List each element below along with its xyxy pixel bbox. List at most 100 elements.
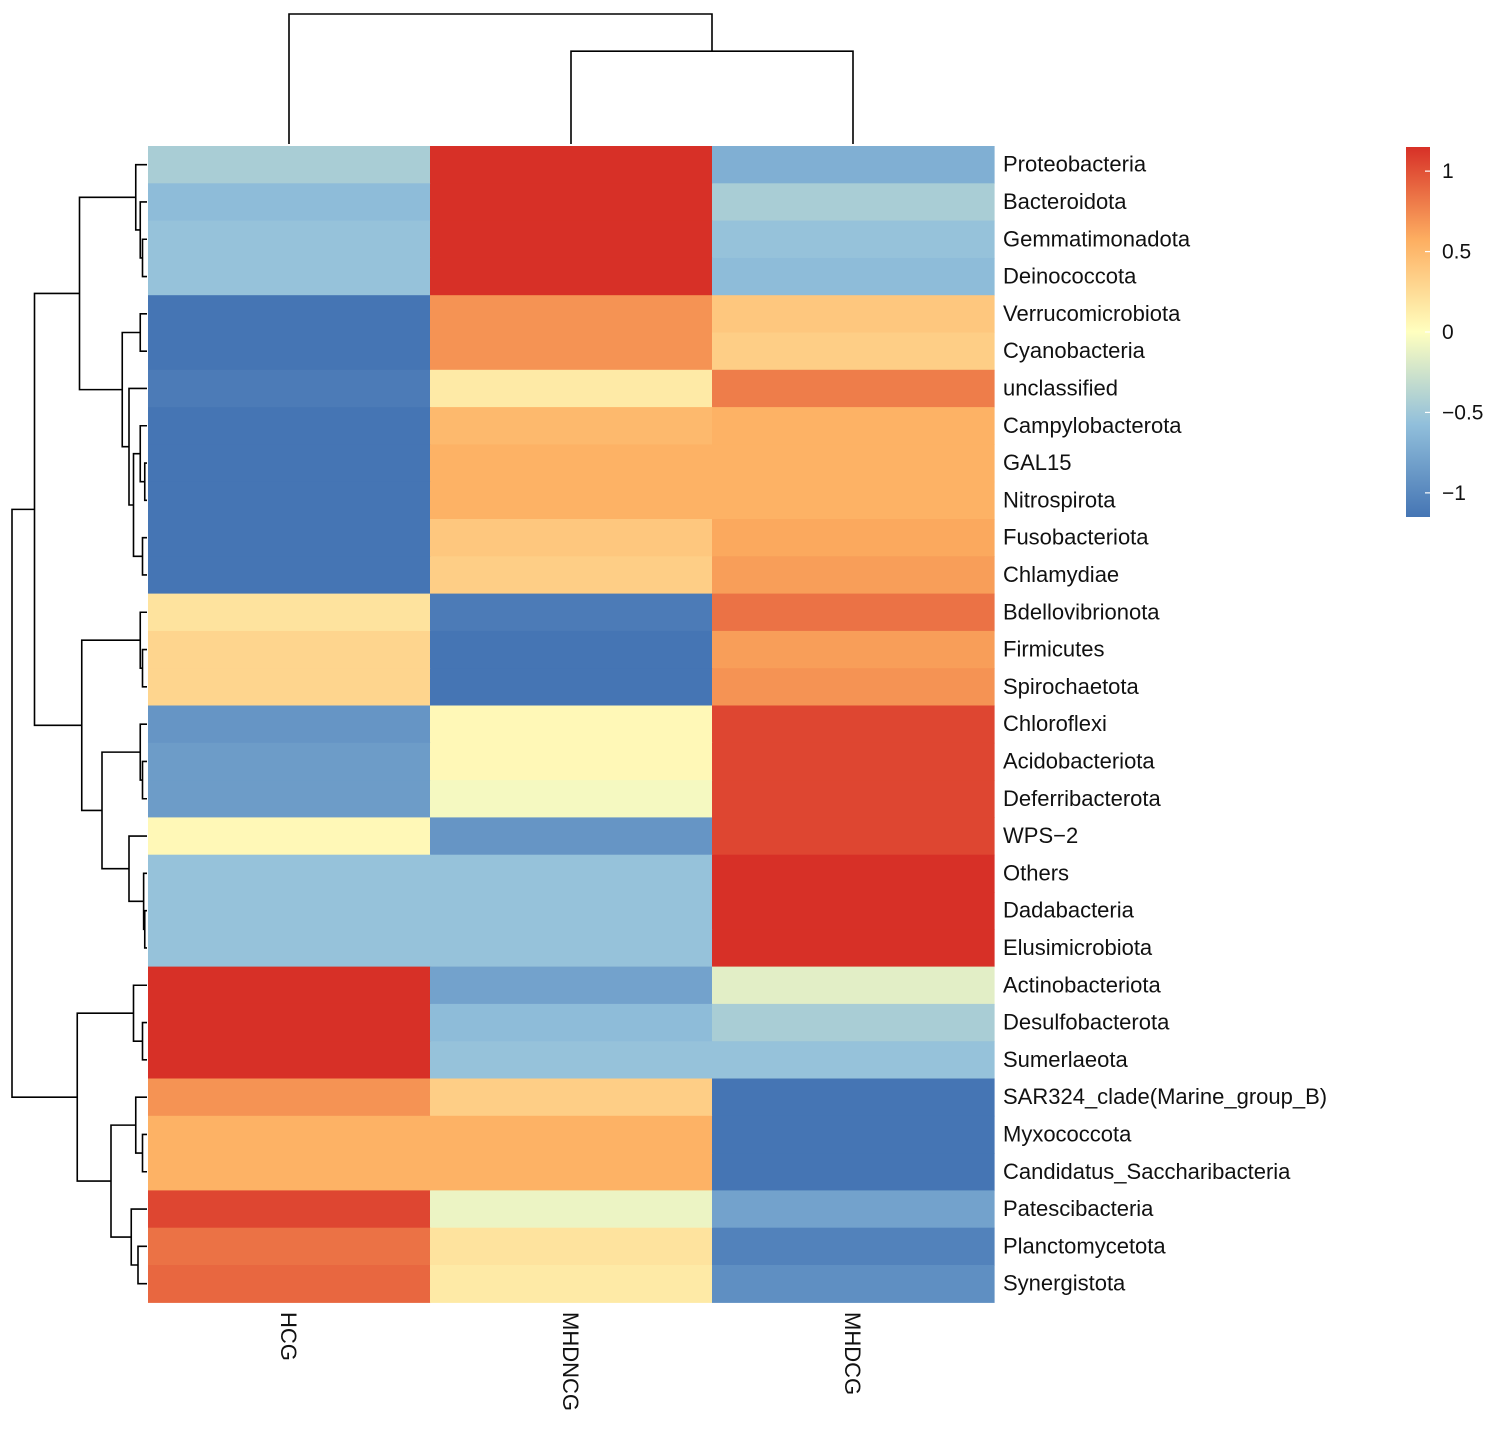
row-label-gal15: GAL15	[1003, 450, 1072, 475]
cell-chloroflexi-mhdcg	[712, 705, 995, 744]
row-label-synergistota: Synergistota	[1003, 1271, 1126, 1296]
row-label-actinobacteriota: Actinobacteriota	[1003, 972, 1162, 997]
cell-sar324-clade-marine-group-b-mhdncg	[430, 1078, 713, 1117]
row-dendrogram-branch	[134, 163, 147, 231]
cell-nitrospirota-hcg	[148, 481, 431, 520]
row-label-wps-2: WPS−2	[1003, 823, 1078, 848]
cell-fusobacteriota-hcg	[148, 519, 431, 557]
row-dendrogram-branch	[132, 452, 143, 558]
cell-gal15-hcg	[148, 444, 431, 483]
cell-cyanobacteria-mhdcg	[712, 332, 995, 371]
column-dendrogram-branch	[288, 13, 713, 144]
row-label-chlamydiae: Chlamydiae	[1003, 562, 1119, 587]
cell-campylobacterota-hcg	[148, 407, 431, 445]
legend-tick-label: 0	[1442, 321, 1454, 344]
cell-verrucomicrobiota-mhdncg	[430, 295, 713, 334]
row-dendrogram-branch	[139, 424, 147, 483]
row-label-gemmatimonadota: Gemmatimonadota	[1003, 226, 1191, 251]
row-dendrogram	[11, 163, 147, 1285]
cell-chlamydiae-mhdcg	[712, 556, 995, 595]
legend-tick-label: 0.5	[1442, 241, 1471, 264]
cell-elusimicrobiota-hcg	[148, 929, 431, 968]
cell-bacteroidota-hcg	[148, 183, 431, 222]
cell-dadabacteria-mhdcg	[712, 892, 995, 930]
row-dendrogram-branch	[121, 331, 141, 448]
cell-gal15-mhdncg	[430, 444, 713, 483]
row-label-cyanobacteria: Cyanobacteria	[1003, 338, 1146, 363]
row-label-bacteroidota: Bacteroidota	[1003, 189, 1127, 214]
row-dendrogram-branch	[141, 648, 147, 688]
cell-planctomycetota-hcg	[148, 1227, 431, 1266]
cell-desulfobacterota-mhdcg	[712, 1003, 995, 1042]
row-dendrogram-branch	[139, 723, 147, 781]
cell-nitrospirota-mhdncg	[430, 481, 713, 520]
row-dendrogram-branch	[139, 611, 147, 669]
cell-verrucomicrobiota-mhdcg	[712, 295, 995, 334]
row-dendrogram-branch	[139, 313, 147, 352]
row-dendrogram-branch	[141, 1133, 147, 1173]
cell-deinococcota-hcg	[148, 257, 431, 296]
row-label-firmicutes: Firmicutes	[1003, 637, 1104, 662]
cell-myxococcota-mhdncg	[430, 1115, 713, 1154]
cell-planctomycetota-mhdncg	[430, 1227, 713, 1266]
row-dendrogram-branch	[33, 292, 82, 727]
cell-patescibacteria-hcg	[148, 1190, 431, 1229]
row-label-chloroflexi: Chloroflexi	[1003, 711, 1107, 736]
cell-acidobacteriota-mhdncg	[430, 742, 713, 781]
row-label-patescibacteria: Patescibacteria	[1003, 1196, 1154, 1221]
cell-deferribacterota-mhdncg	[430, 780, 713, 818]
cell-cyanobacteria-hcg	[148, 332, 431, 371]
cell-sumerlaeota-mhdcg	[712, 1041, 995, 1080]
row-label-bdellovibrionota: Bdellovibrionota	[1003, 599, 1160, 624]
cell-actinobacteriota-mhdcg	[712, 966, 995, 1005]
cell-patescibacteria-mhdncg	[430, 1190, 713, 1229]
cell-firmicutes-mhdcg	[712, 630, 995, 669]
cell-candidatus-saccharibacteria-mhdcg	[712, 1153, 995, 1191]
row-label-verrucomicrobiota: Verrucomicrobiota	[1003, 301, 1181, 326]
cell-wps-2-hcg	[148, 817, 431, 856]
row-label-sar324-clade-marine-group-b: SAR324_clade(Marine_group_B)	[1003, 1084, 1327, 1109]
column-dendrogram	[288, 13, 854, 144]
cell-wps-2-mhdncg	[430, 817, 713, 856]
cell-synergistota-hcg	[148, 1265, 431, 1303]
cell-myxococcota-mhdcg	[712, 1115, 995, 1154]
row-dendrogram-branch	[132, 984, 147, 1042]
cell-elusimicrobiota-mhdcg	[712, 929, 995, 968]
row-label-planctomycetota: Planctomycetota	[1003, 1233, 1166, 1258]
row-dendrogram-branch	[11, 508, 78, 1098]
cell-dadabacteria-mhdncg	[430, 892, 713, 930]
row-dendrogram-branch	[130, 1208, 147, 1266]
column-label-hcg: HCG	[276, 1312, 301, 1361]
row-dendrogram-branch	[141, 238, 147, 278]
cell-acidobacteriota-hcg	[148, 742, 431, 781]
cell-bdellovibrionota-hcg	[148, 593, 431, 632]
row-label-dadabacteria: Dadabacteria	[1003, 898, 1135, 923]
legend-tick-label: 1	[1442, 160, 1454, 183]
row-dendrogram-branch	[141, 760, 147, 800]
cell-cyanobacteria-mhdncg	[430, 332, 713, 371]
row-label-candidatus-saccharibacteria: Candidatus_Saccharibacteria	[1003, 1159, 1291, 1184]
row-dendrogram-branch	[134, 1096, 147, 1154]
row-label-unclassified: unclassified	[1003, 375, 1118, 400]
cell-deferribacterota-mhdcg	[712, 780, 995, 818]
cell-sar324-clade-marine-group-b-mhdcg	[712, 1078, 995, 1117]
cell-candidatus-saccharibacteria-hcg	[148, 1153, 431, 1191]
row-dendrogram-branch	[141, 1021, 147, 1061]
cell-synergistota-mhdncg	[430, 1265, 713, 1303]
cell-dadabacteria-hcg	[148, 892, 431, 930]
cell-patescibacteria-mhdcg	[712, 1190, 995, 1229]
column-label-mhdcg: MHDCG	[840, 1312, 865, 1395]
row-label-acidobacteriota: Acidobacteriota	[1003, 748, 1155, 773]
row-label-proteobacteria: Proteobacteria	[1003, 152, 1147, 177]
legend-tick-label: −1	[1442, 482, 1466, 505]
column-dendrogram-branch	[570, 50, 854, 144]
cell-spirochaetota-mhdncg	[430, 668, 713, 707]
cell-planctomycetota-mhdcg	[712, 1227, 995, 1266]
cell-deinococcota-mhdcg	[712, 257, 995, 296]
cell-sar324-clade-marine-group-b-hcg	[148, 1078, 431, 1117]
cell-sumerlaeota-hcg	[148, 1041, 431, 1080]
row-dendrogram-branch	[78, 196, 136, 391]
column-labels: HCG MHDNCG MHDCG	[276, 1312, 865, 1411]
legend-tick-label: −0.5	[1442, 401, 1483, 424]
